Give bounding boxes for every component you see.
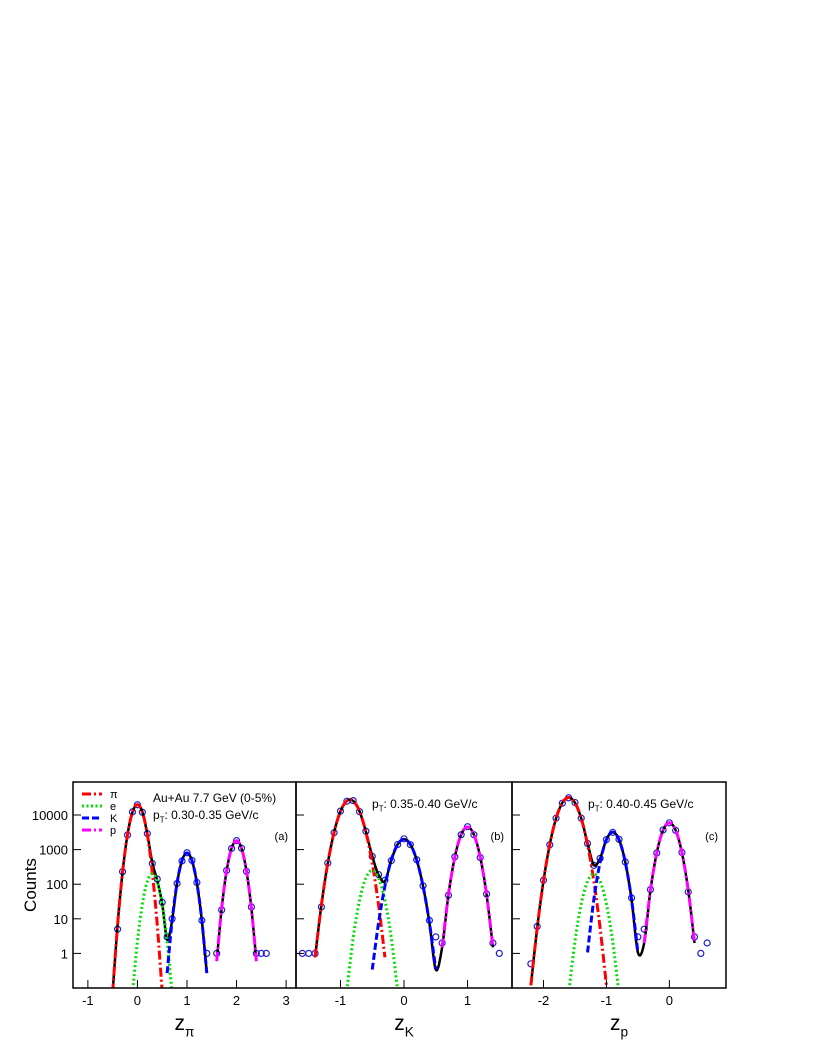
component-fit	[165, 851, 209, 974]
legend-label: p	[110, 825, 116, 837]
total-fit	[642, 821, 697, 944]
panel-label: (a)	[275, 831, 288, 843]
total-fit	[313, 798, 495, 972]
x-axis-label: zp	[610, 1012, 629, 1039]
y-tick-label: 10000	[32, 808, 68, 823]
total-fit	[529, 796, 608, 986]
x-tick-label: 1	[464, 993, 471, 1008]
data-point	[406, 841, 414, 849]
x-axis-label: zK	[394, 1012, 414, 1039]
x-tick-label: 3	[282, 993, 289, 1008]
annotation-pt: pT: 0.30-0.35 GeV/c	[153, 808, 259, 825]
x-tick-label: 2	[233, 993, 240, 1008]
x-axis-label-sub: π	[185, 1024, 194, 1039]
legend-label: e	[110, 801, 116, 813]
plot-area	[298, 797, 503, 988]
data-point	[394, 840, 402, 849]
data-point	[257, 949, 265, 958]
x-tick-label: -1	[601, 993, 613, 1008]
total-fit	[586, 830, 640, 953]
y-tick-label: 10	[54, 912, 68, 927]
x-tick-label: -1	[82, 993, 94, 1008]
annotation-pt-text: : 0.35-0.40 GeV/c	[383, 797, 477, 811]
annotation-pt-text: : 0.30-0.35 GeV/c	[164, 808, 258, 822]
x-axis-label-symbol: z	[610, 1012, 621, 1035]
legend-label: π	[110, 789, 118, 801]
data-point	[495, 949, 503, 958]
annotation-pt: pT: 0.35-0.40 GeV/c	[372, 797, 478, 814]
x-tick-label: -2	[538, 993, 550, 1008]
total-fit	[313, 798, 387, 958]
data-point	[432, 933, 440, 941]
data-point	[262, 949, 270, 958]
component-fit	[215, 839, 258, 962]
data-point	[697, 949, 705, 958]
data-point	[183, 849, 191, 857]
x-axis-label-sub: p	[620, 1024, 628, 1039]
y-axis-label: Counts	[21, 858, 40, 912]
data-point	[232, 837, 241, 845]
data-point	[305, 949, 313, 958]
total-fit	[345, 868, 399, 988]
annotation-pt-sub: T	[379, 805, 384, 814]
component-fit	[111, 803, 164, 988]
annotation-pt: pT: 0.40-0.45 GeV/c	[588, 797, 694, 814]
panel-label: (c)	[705, 831, 718, 843]
legend-label: K	[110, 813, 118, 825]
annotation-pt-symbol: p	[588, 797, 595, 811]
x-tick-label: 0	[134, 993, 141, 1008]
component-fit	[131, 872, 174, 988]
plot-area	[111, 801, 270, 988]
x-tick-label: 0	[400, 993, 407, 1008]
x-tick-label: -1	[335, 993, 347, 1008]
y-tick-label: 100	[46, 877, 68, 892]
x-axis-label-sub: K	[405, 1024, 414, 1039]
y-tick-label: 1000	[39, 843, 68, 858]
annotation-pt-sub: T	[160, 816, 165, 825]
frame	[295, 781, 513, 989]
annotation-pt-symbol: p	[153, 808, 160, 822]
panel-label: (b)	[491, 831, 504, 843]
x-axis-label-symbol: z	[175, 1012, 186, 1035]
total-fit	[440, 825, 495, 948]
total-fit	[370, 837, 438, 970]
x-axis-label: zπ	[175, 1012, 195, 1039]
frame	[511, 781, 727, 989]
annotation-pt-symbol: p	[372, 797, 379, 811]
total-fit	[111, 803, 258, 988]
annotation-pt-text: : 0.40-0.45 GeV/c	[599, 797, 693, 811]
x-axis-label-symbol: z	[394, 1012, 405, 1035]
x-tick-label: 0	[666, 993, 673, 1008]
annotation-energy: Au+Au 7.7 GeV (0-5%)	[153, 791, 276, 805]
y-tick-label: 1	[61, 946, 68, 961]
data-point	[703, 939, 711, 947]
annotation-pt-sub: T	[595, 805, 600, 814]
x-tick-label: 1	[183, 993, 190, 1008]
plot-area	[527, 794, 711, 988]
